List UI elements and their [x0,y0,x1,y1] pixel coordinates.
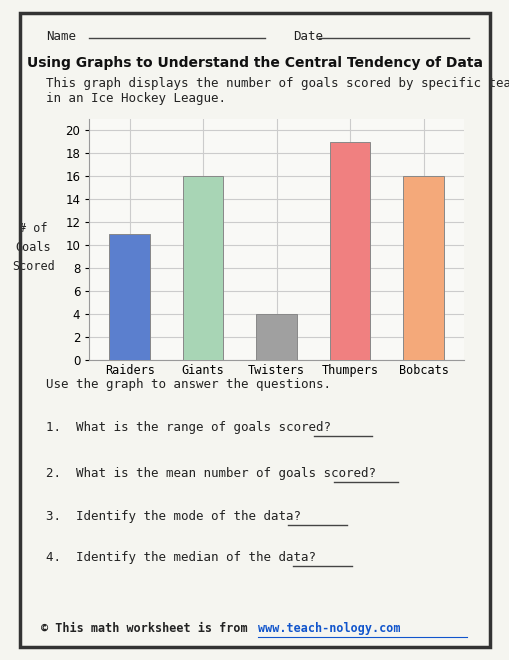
Text: Date: Date [293,30,323,43]
Bar [109,234,150,360]
Bar [183,176,223,360]
Bar [256,314,296,360]
Text: Using Graphs to Understand the Central Tendency of Data: Using Graphs to Understand the Central T… [27,55,482,70]
Text: © This math worksheet is from: © This math worksheet is from [41,622,254,635]
Text: # of
Goals
Scored: # of Goals Scored [12,222,54,273]
Text: This graph displays the number of goals scored by specific teams
in an Ice Hocke: This graph displays the number of goals … [46,77,509,105]
Text: 3.  Identify the mode of the data?: 3. Identify the mode of the data? [46,510,300,523]
Bar [403,176,443,360]
Text: 1.  What is the range of goals scored?: 1. What is the range of goals scored? [46,421,330,434]
Text: Use the graph to answer the questions.: Use the graph to answer the questions. [46,378,330,391]
Text: 2.  What is the mean number of goals scored?: 2. What is the mean number of goals scor… [46,467,375,480]
Bar [329,142,370,360]
Text: 4.  Identify the median of the data?: 4. Identify the median of the data? [46,551,315,564]
Text: Name: Name [46,30,76,43]
Text: www.teach-nology.com: www.teach-nology.com [257,622,399,635]
